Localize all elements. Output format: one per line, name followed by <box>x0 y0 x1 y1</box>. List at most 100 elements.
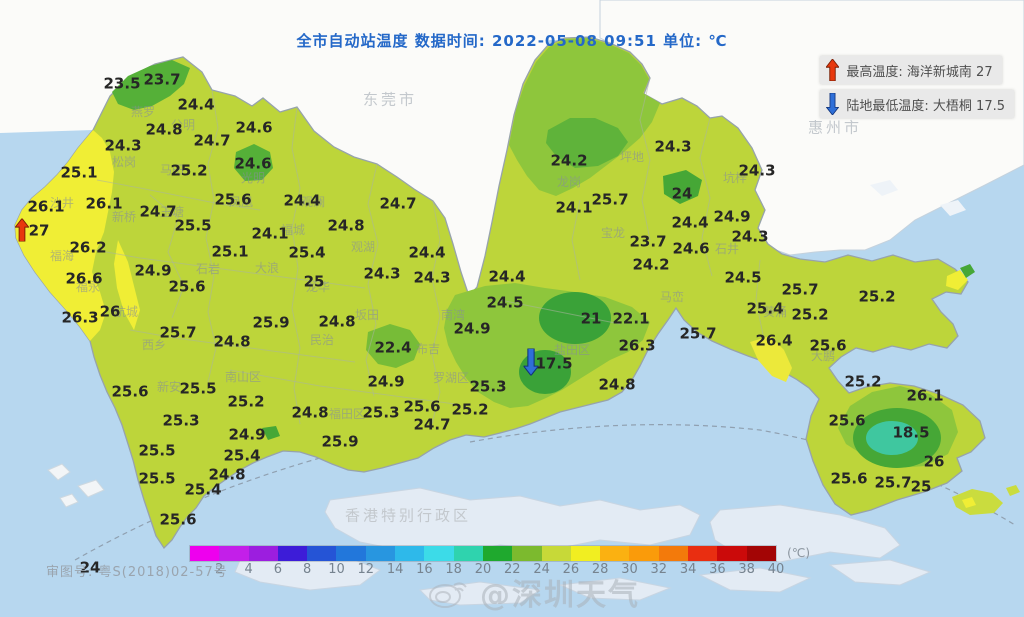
district-label: 新安 <box>156 380 182 394</box>
down-arrow-icon <box>826 93 840 115</box>
station-temperature: 22.1 <box>612 309 650 328</box>
station-temperature: 24.8 <box>291 403 329 422</box>
colorbar-segment <box>424 546 454 561</box>
patch-green-longgang-inner <box>546 118 628 168</box>
station-temperature: 25.4 <box>288 243 326 262</box>
colorbar-segment <box>629 546 659 561</box>
station-temperature: 25.7 <box>679 324 717 343</box>
patch-green-longgang <box>509 38 660 196</box>
district-label: 大鹏 <box>810 349 836 363</box>
patch-yellow-kuichong <box>750 336 792 382</box>
station-temperature: 24 <box>79 558 101 577</box>
station-temperature: 25.5 <box>174 216 212 235</box>
colorbar-segment <box>336 546 366 561</box>
district-label: 民治 <box>309 333 335 347</box>
station-temperature: 24.4 <box>488 267 526 286</box>
station-temperature: 24.1 <box>251 224 289 243</box>
district-label: 新桥 <box>111 210 137 224</box>
district-label: 公明 <box>170 118 196 132</box>
patch-green-guangming <box>234 144 273 181</box>
station-temperature: 23.7 <box>143 70 181 89</box>
station-temperature: 24.6 <box>672 239 710 258</box>
district-label: 玉塘 <box>159 205 185 219</box>
station-temperature: 25.6 <box>828 411 866 430</box>
colorbar-segment <box>688 546 718 561</box>
island <box>940 200 966 216</box>
station-temperature: 24.8 <box>598 375 636 394</box>
station-temperature: 25.6 <box>809 336 847 355</box>
station-temperature: 24.3 <box>104 136 142 155</box>
district-label: 光明 <box>240 171 266 185</box>
station-temperature: 25.4 <box>184 480 222 499</box>
station-temperature: 26.1 <box>906 386 944 405</box>
station-temperature: 25.4 <box>223 446 261 465</box>
district-label: 西乡 <box>141 338 167 352</box>
station-temperature: 27 <box>28 221 50 240</box>
map-title: 全市自动站温度 数据时间: 2022-05-08 09:51 单位: ℃ <box>296 32 728 50</box>
colorbar-tick: 36 <box>709 562 726 577</box>
colorbar-segment <box>746 546 776 561</box>
district-label: 松岗 <box>111 155 137 169</box>
colorbar-segment <box>482 546 513 561</box>
weibo-icon <box>429 582 467 608</box>
station-temperature: 25 <box>303 272 325 291</box>
district-label: 坑梓 <box>722 171 748 185</box>
colorbar-segment <box>307 546 337 561</box>
district-label: 罗湖区 <box>432 371 470 385</box>
station-temperature: 26.1 <box>27 197 65 216</box>
colorbar-segment <box>219 546 249 561</box>
station-temperature: 25.3 <box>162 411 200 430</box>
station-temperature: 25.7 <box>159 323 197 342</box>
district-label: 马峦 <box>659 290 685 304</box>
station-temperature: 18.5 <box>892 423 930 442</box>
colorbar-segment <box>658 546 689 561</box>
station-temperature: 25.9 <box>252 313 290 332</box>
district-label: 宝龙 <box>600 226 626 240</box>
dongguan-land <box>0 0 560 296</box>
station-temperature: 25.6 <box>168 277 206 296</box>
patch-yellow-west <box>15 130 114 341</box>
station-temperature: 24.8 <box>145 120 183 139</box>
station-temperature: 26 <box>923 452 945 471</box>
district-label: 坂田 <box>354 308 380 322</box>
colorbar-tick: 30 <box>621 562 638 577</box>
patch-darkgreen-21 <box>539 292 611 344</box>
colorbar-segment <box>277 546 308 561</box>
station-temperature: 26.6 <box>65 269 103 288</box>
colorbar-segment <box>717 546 747 561</box>
colorbar-segment <box>541 546 571 561</box>
station-temperature: 24.7 <box>139 202 177 221</box>
patch-green-nw <box>112 60 190 110</box>
district-label: 石井 <box>714 242 740 256</box>
colorbar-segments <box>189 545 777 562</box>
station-temperature: 24.5 <box>724 268 762 287</box>
station-temperature: 24.3 <box>731 227 769 246</box>
colorbar-tick: 16 <box>416 562 433 577</box>
colorbar-tick: 12 <box>357 562 375 577</box>
station-temperature: 25.2 <box>791 305 829 324</box>
temperature-colorbar: 2 4 6 8 10 12 14 16 18 20 22 24 26 28 30 32 34 36 38 40 (℃) <box>189 545 810 579</box>
station-temperature: 25.2 <box>451 400 489 419</box>
station-temperature: 24.7 <box>413 415 451 434</box>
station-temperature: 24.2 <box>550 151 588 170</box>
west-islands <box>47 463 105 508</box>
district-label: 观湖 <box>350 240 376 254</box>
station-temperature: 24.9 <box>713 207 751 226</box>
station-temperature: 24.3 <box>654 137 692 156</box>
colorbar-tick: 24 <box>533 562 550 577</box>
station-temperature: 21 <box>580 309 602 328</box>
watermark: @深圳天气 <box>428 570 640 614</box>
district-label: 观澜 <box>300 195 326 209</box>
neighbor-region-label: 惠州市 <box>807 118 863 137</box>
district-label: 福城 <box>280 223 306 237</box>
station-temperature: 25.2 <box>227 392 265 411</box>
patch-yellow-streak <box>114 240 140 330</box>
colorbar-tick: 14 <box>386 562 404 577</box>
legend-min-label: 陆地最低温度: 大梧桐 17.5 <box>846 98 1005 114</box>
station-temperature: 26 <box>99 302 121 321</box>
legend: 最高温度: 海洋新城南 27 陆地最低温度: 大梧桐 17.5 <box>820 56 1014 118</box>
station-temperature: 25.7 <box>874 473 912 492</box>
station-temperature: 24.9 <box>228 425 266 444</box>
station-temperature: 26.3 <box>618 336 656 355</box>
